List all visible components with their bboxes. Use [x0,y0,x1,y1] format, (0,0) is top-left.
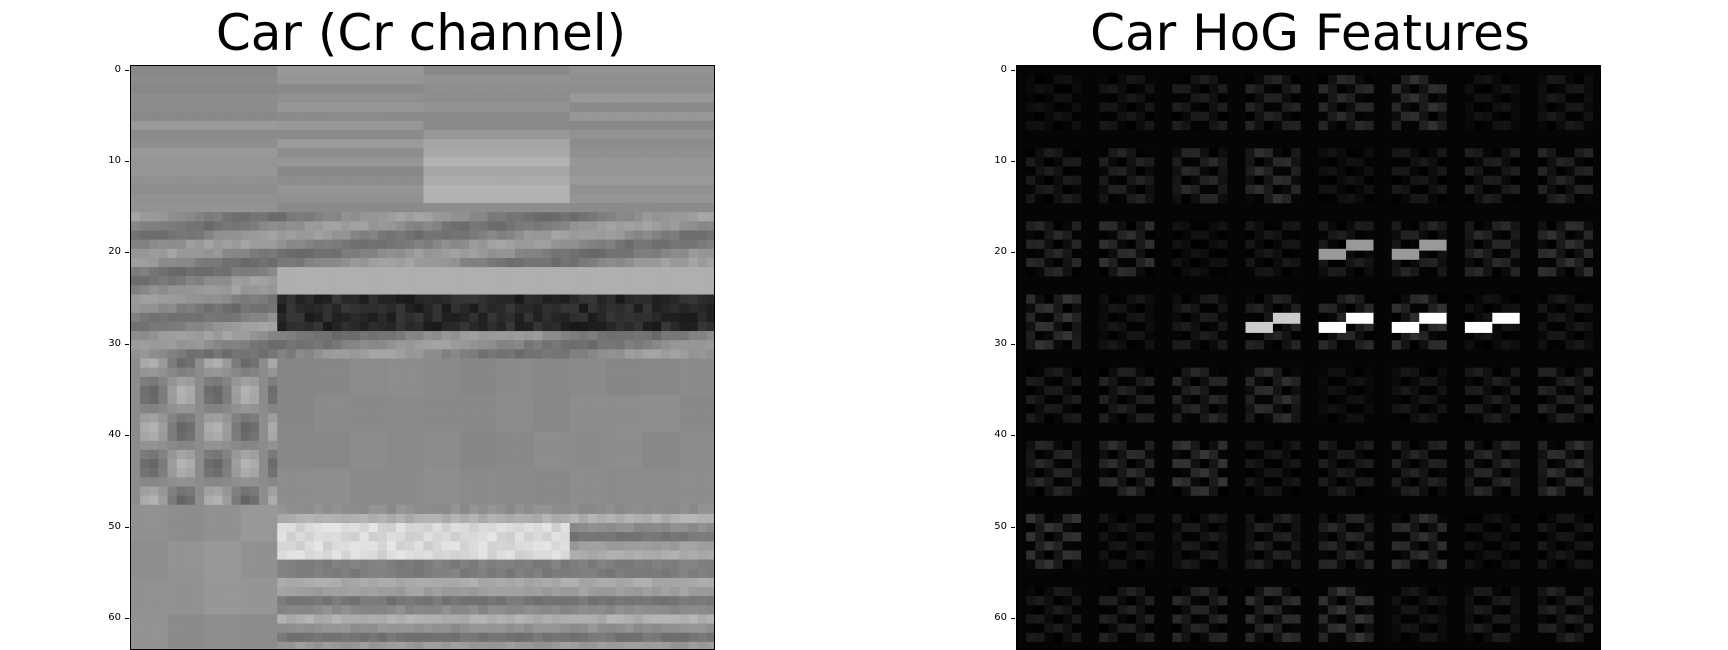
y-tick-label: 10 [983,156,1007,166]
y-tick-label: 0 [983,65,1007,75]
y-tick-label: 50 [97,522,121,532]
y-tick-label: 30 [97,339,121,349]
y-tick-mark [125,70,129,71]
y-tick-label: 10 [97,156,121,166]
right-panel-title: Car HoG Features [1010,8,1610,58]
y-tick-label: 60 [983,613,1007,623]
y-tick-mark [125,618,129,619]
y-tick-mark [125,252,129,253]
y-tick-label: 20 [97,247,121,257]
y-tick-label: 40 [97,430,121,440]
y-tick-mark [1011,161,1015,162]
left-figure-panel: Car (Cr channel) 0 10 20 30 40 50 60 [0,0,864,648]
y-tick-mark [125,344,129,345]
y-tick-mark [1011,70,1015,71]
hog-features-image [1016,65,1601,650]
cr-channel-image [130,65,715,650]
y-tick-label: 60 [97,613,121,623]
y-tick-label: 20 [983,247,1007,257]
y-tick-mark [1011,618,1015,619]
y-tick-mark [125,161,129,162]
y-tick-label: 40 [983,430,1007,440]
y-tick-label: 30 [983,339,1007,349]
y-tick-mark [1011,252,1015,253]
right-figure-panel: Car HoG Features 0 10 20 30 40 50 60 [864,0,1728,648]
y-tick-mark [1011,344,1015,345]
left-panel-title: Car (Cr channel) [121,8,721,58]
y-tick-mark [125,527,129,528]
y-tick-mark [1011,527,1015,528]
y-tick-mark [1011,435,1015,436]
y-tick-label: 0 [97,65,121,75]
y-tick-mark [125,435,129,436]
y-tick-label: 50 [983,522,1007,532]
